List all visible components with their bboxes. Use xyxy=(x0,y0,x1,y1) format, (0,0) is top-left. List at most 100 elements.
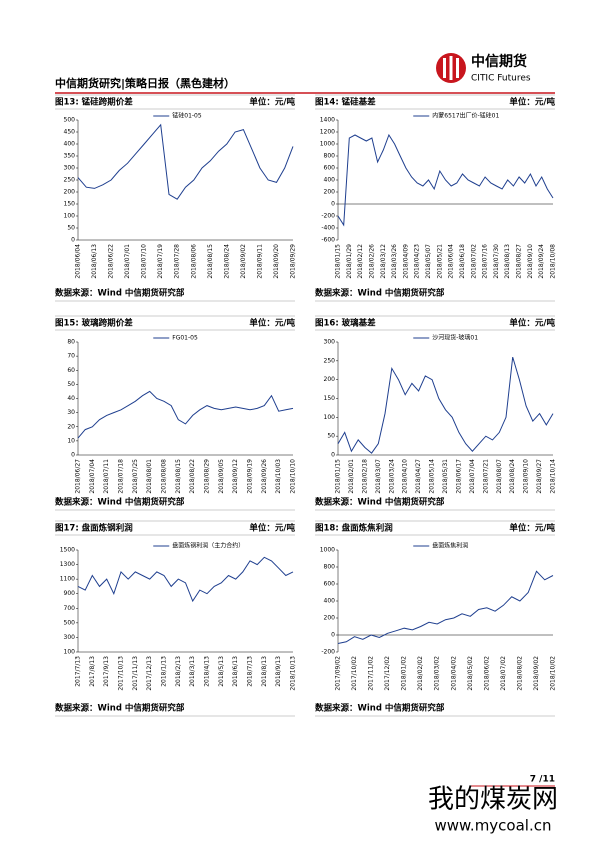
x-tick-label: 2018/05/31 xyxy=(442,459,449,494)
x-tick-label: 2018/5/13 xyxy=(218,656,225,687)
x-tick-label: 2018/07/11 xyxy=(103,459,110,494)
x-tick-label: 2018/08/13 xyxy=(504,244,511,279)
x-tick-label: 2017/8/13 xyxy=(89,656,96,687)
source-note: 数据来源：Wind 中信期货研究部 xyxy=(55,703,185,714)
x-tick-label: 2018/07/18 xyxy=(118,459,125,494)
y-tick-label: 300 xyxy=(64,634,76,641)
x-tick-label: 2018/06/13 xyxy=(91,244,98,279)
x-tick-label: 2018/06/18 xyxy=(459,244,466,279)
x-tick-label: 2018/01/15 xyxy=(335,459,342,494)
x-tick-label: 2018/06/17 xyxy=(455,459,462,494)
y-tick-label: 20 xyxy=(67,423,75,430)
y-tick-label: 1200 xyxy=(320,129,335,136)
x-tick-label: 2018/7/13 xyxy=(247,656,254,687)
x-tick-label: 2018/07/19 xyxy=(157,244,164,279)
x-tick-label: 2018/08/27 xyxy=(516,244,523,279)
x-tick-label: 2018/04/27 xyxy=(415,459,422,494)
y-tick-label: 400 xyxy=(324,598,336,605)
x-tick-label: 2018/03/07 xyxy=(375,459,382,494)
y-tick-label: 450 xyxy=(64,129,76,136)
x-tick-label: 2018/05/21 xyxy=(436,244,443,279)
header-title: 中信期货研究|策略日报（黑色建材） xyxy=(55,76,235,90)
y-tick-label: 80 xyxy=(67,339,75,346)
x-tick-label: 2018/08/08 xyxy=(161,459,168,494)
x-tick-label: 2018/09/05 xyxy=(218,459,225,494)
series-line xyxy=(337,356,554,454)
x-tick-label: 2018/08/22 xyxy=(189,459,196,494)
y-tick-label: 200 xyxy=(324,615,336,622)
figure-label: 图17: 盘面炼钢利润 xyxy=(55,523,133,534)
y-tick-label: 800 xyxy=(324,153,336,160)
y-tick-label: 50 xyxy=(327,433,335,440)
x-tick-label: 2018/09/12 xyxy=(232,459,239,494)
x-tick-label: 2018/01/29 xyxy=(346,244,353,279)
x-tick-label: 2018/02/26 xyxy=(368,244,375,279)
series-line xyxy=(77,390,294,439)
x-tick-label: 2018/07/21 xyxy=(482,459,489,494)
series-line xyxy=(77,556,294,603)
y-tick-label: 30 xyxy=(67,409,75,416)
y-tick-label: 300 xyxy=(64,165,76,172)
legend-label: 盘面炼焦利润 xyxy=(432,542,468,550)
legend-label: 沙河现货-玻璃01 xyxy=(432,334,478,342)
x-tick-label: 2017/12/13 xyxy=(146,656,153,691)
y-tick-label: 60 xyxy=(67,367,75,374)
y-tick-label: 150 xyxy=(324,395,336,402)
x-tick-label: 2018/09/20 xyxy=(273,244,280,279)
y-tick-label: 1300 xyxy=(60,561,75,568)
logo-bar xyxy=(443,58,446,78)
y-tick-label: 0 xyxy=(331,632,335,639)
x-tick-label: 2018/09/26 xyxy=(261,459,268,494)
x-tick-label: 2018/07/10 xyxy=(141,244,148,279)
y-tick-label: -400 xyxy=(321,225,335,232)
x-tick-label: 2018/10/08 xyxy=(550,244,557,279)
y-tick-label: -200 xyxy=(321,649,335,656)
x-tick-label: 2018/08/24 xyxy=(509,459,516,494)
source-note: 数据来源：Wind 中信期货研究部 xyxy=(315,497,445,508)
figure-unit: 单位：元/吨 xyxy=(509,318,555,329)
source-note: 数据来源：Wind 中信期货研究部 xyxy=(315,288,445,299)
x-tick-label: 2018/10/13 xyxy=(290,656,297,691)
x-tick-label: 2018/10/02 xyxy=(550,656,557,691)
x-tick-label: 2018/08/07 xyxy=(496,459,503,494)
x-tick-label: 2018/04/23 xyxy=(414,244,421,279)
y-tick-label: 0 xyxy=(71,452,75,459)
legend-label: FG01-05 xyxy=(172,335,198,342)
y-tick-label: 1100 xyxy=(60,576,75,583)
x-tick-label: 2018/4/13 xyxy=(204,656,211,687)
figure-label: 图15: 玻璃跨期价差 xyxy=(55,318,133,329)
x-tick-label: 2018/9/13 xyxy=(275,656,282,687)
y-tick-label: 800 xyxy=(324,564,336,571)
x-tick-label: 2018/09/10 xyxy=(527,244,534,279)
x-tick-label: 2018/3/13 xyxy=(189,656,196,687)
source-note: 数据来源：Wind 中信期货研究部 xyxy=(55,288,185,299)
series-line xyxy=(77,123,294,200)
x-tick-label: 2017/12/02 xyxy=(384,656,391,691)
logo-cn: 中信期货 xyxy=(471,53,527,70)
x-tick-label: 2018/06/22 xyxy=(108,244,115,279)
y-tick-label: 1400 xyxy=(320,117,335,124)
x-tick-label: 2018/01/15 xyxy=(335,244,342,279)
x-tick-label: 2018/04/10 xyxy=(402,459,409,494)
y-tick-label: -600 xyxy=(321,237,335,244)
y-tick-label: 100 xyxy=(64,213,76,220)
x-tick-label: 2017/10/02 xyxy=(351,656,358,691)
y-tick-label: 1000 xyxy=(320,547,335,554)
x-tick-label: 2018/05/14 xyxy=(429,459,436,494)
x-tick-label: 2018/09/19 xyxy=(247,459,254,494)
x-tick-label: 2018/05/02 xyxy=(467,656,474,691)
watermark-cn: 我的煤炭网 xyxy=(428,785,558,815)
figure-unit: 单位：元/吨 xyxy=(509,523,555,534)
x-tick-label: 2018/07/30 xyxy=(493,244,500,279)
x-tick-label: 2018/03/12 xyxy=(380,244,387,279)
x-tick-label: 2017/11/13 xyxy=(132,656,139,691)
x-tick-label: 2018/02/12 xyxy=(357,244,364,279)
x-tick-label: 2018/08/24 xyxy=(223,244,230,279)
x-tick-label: 2018/10/14 xyxy=(550,459,557,494)
figure-unit: 单位：元/吨 xyxy=(249,318,295,329)
x-tick-label: 2018/01/02 xyxy=(401,656,408,691)
x-tick-label: 2018/02/18 xyxy=(361,459,368,494)
x-tick-label: 2018/08/29 xyxy=(204,459,211,494)
